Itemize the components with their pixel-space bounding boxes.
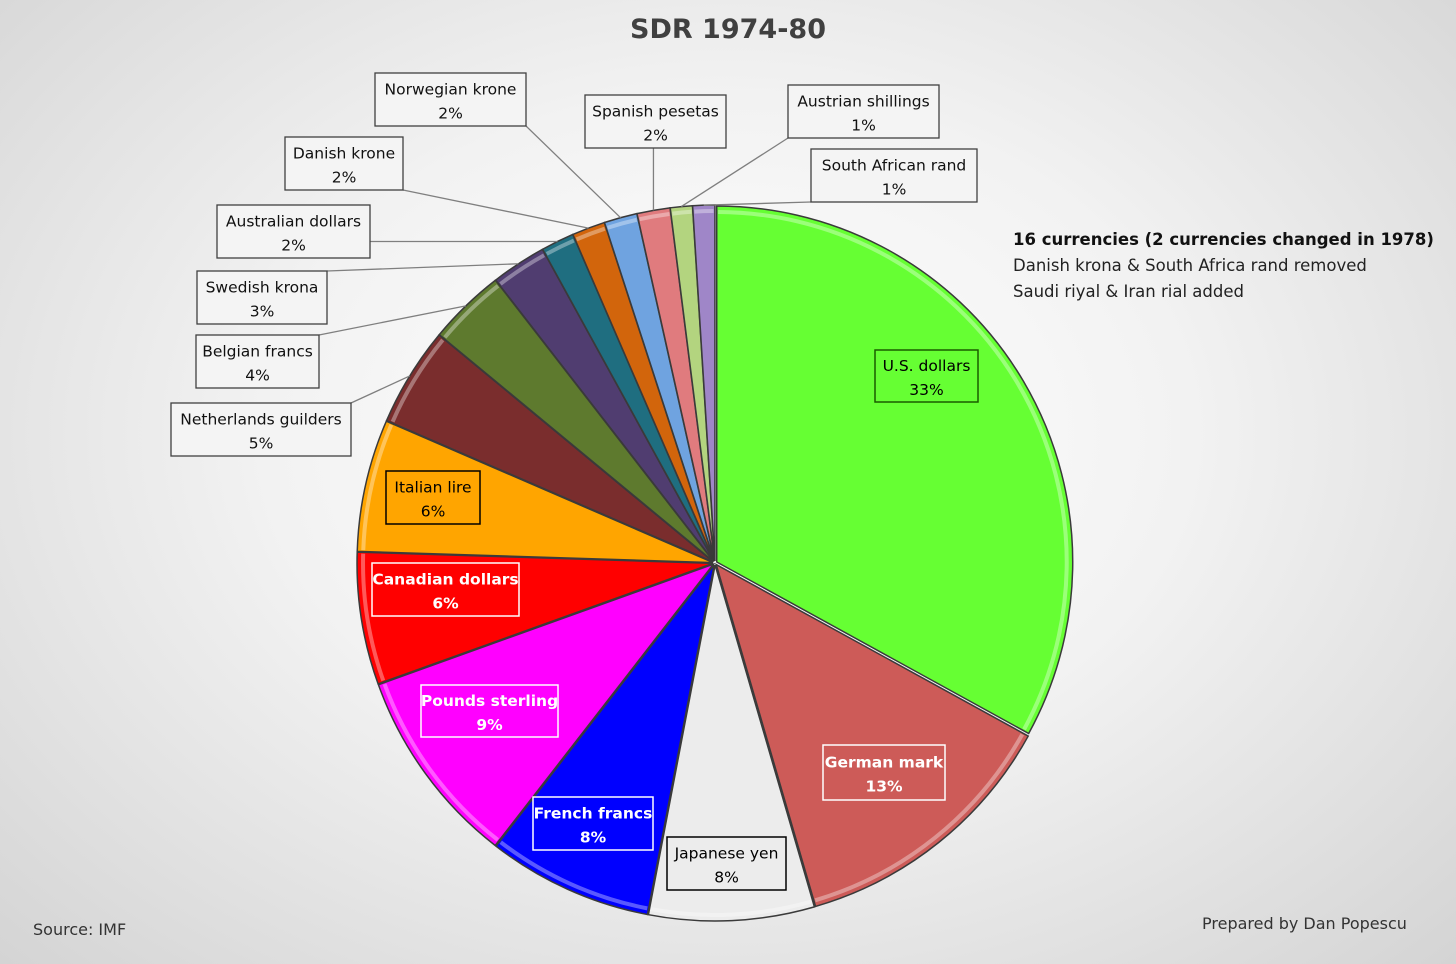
slice-bevel xyxy=(545,238,575,256)
data-label: Norwegian krone 2% xyxy=(374,72,527,127)
slice-bevel xyxy=(499,253,546,286)
data-label-box xyxy=(385,470,481,525)
data-label-box xyxy=(584,94,727,149)
data-label-display: 2% xyxy=(332,169,357,187)
data-label-display: 2% xyxy=(281,237,306,255)
slice-bevel xyxy=(382,683,499,842)
data-label-display: 3% xyxy=(250,303,275,321)
data-label-label: U.S. dollars xyxy=(883,357,971,375)
data-label-label: Australian dollars xyxy=(226,213,361,231)
data-label: South African rand 1% xyxy=(810,148,978,203)
data-label-label: Japanese yen xyxy=(674,845,779,863)
data-label-label: Norwegian krone xyxy=(385,81,517,99)
data-label-label: Austrian shillings xyxy=(797,93,929,111)
leader-line xyxy=(703,201,812,206)
pie-slice-italian-lire xyxy=(356,420,714,564)
data-label-display: 8% xyxy=(714,869,739,887)
leader-line xyxy=(680,137,789,208)
data-label-label: French francs xyxy=(534,805,653,823)
data-label-label: Netherlands guilders xyxy=(180,411,342,429)
data-label-box xyxy=(822,744,946,801)
data-label: U.S. dollars 33% xyxy=(874,349,979,403)
chart-title: SDR 1974-80 xyxy=(630,14,826,45)
slice-bevel xyxy=(814,733,1025,903)
data-label-display: 2% xyxy=(643,127,668,145)
data-label-display: 33% xyxy=(909,381,943,399)
data-label-label: Pounds sterling xyxy=(421,692,558,710)
data-label-display: 2% xyxy=(438,105,463,123)
data-label-box xyxy=(874,349,979,403)
data-label-box xyxy=(374,72,527,127)
data-label: Italian lire 6% xyxy=(385,470,481,525)
pie-slice-german-mark xyxy=(715,563,1030,908)
data-label-box xyxy=(284,136,404,191)
data-label: German mark 13% xyxy=(822,744,946,801)
data-label: Austrian shillings 1% xyxy=(787,84,940,139)
slice-bevel xyxy=(650,899,812,917)
data-label-label: Danish krone xyxy=(293,145,395,163)
data-label-label: Swedish krona xyxy=(206,279,319,297)
slice-bevel xyxy=(672,209,692,216)
credit-text: Prepared by Dan Popescu xyxy=(1202,914,1407,933)
data-label: Danish krone 2% xyxy=(284,136,404,191)
slice-bevel xyxy=(361,424,394,551)
data-label-box xyxy=(196,270,328,325)
data-label-box xyxy=(170,402,352,457)
leader-line xyxy=(350,375,411,404)
data-label: Belgian francs 4% xyxy=(195,334,320,389)
data-label: Spanish pesetas 2% xyxy=(584,94,727,149)
data-label-box xyxy=(371,562,520,617)
leader-line xyxy=(318,305,466,336)
pie-slice-japanese-yen xyxy=(647,564,816,922)
note-line: Danish krona & South Africa rand removed xyxy=(1013,256,1367,275)
data-label-display: 4% xyxy=(245,367,270,385)
data-label: Pounds sterling 9% xyxy=(420,684,559,738)
slice-bevel xyxy=(361,553,386,682)
data-label: Canadian dollars 6% xyxy=(371,562,520,617)
note-line: 16 currencies (2 currencies changed in 1… xyxy=(1013,230,1434,249)
slice-bevel xyxy=(718,209,1069,731)
slice-bevel xyxy=(443,284,500,339)
leader-line xyxy=(525,125,621,219)
data-label-display: 5% xyxy=(249,435,274,453)
data-label-label: Belgian francs xyxy=(202,343,313,361)
data-label: Australian dollars 2% xyxy=(216,204,371,259)
data-label-display: 6% xyxy=(421,503,446,521)
leader-line xyxy=(326,263,519,272)
data-label-box xyxy=(420,684,559,738)
data-label: Netherlands guilders 5% xyxy=(170,402,352,457)
data-label-display: 13% xyxy=(865,778,903,796)
data-label-display: 8% xyxy=(580,829,607,847)
slice-bevel xyxy=(575,226,606,242)
data-label: French francs 8% xyxy=(532,796,654,851)
data-label-box xyxy=(532,796,654,851)
slice-bevel xyxy=(694,209,714,214)
data-label-box xyxy=(810,148,978,203)
slice-bevel xyxy=(390,338,445,423)
data-label-label: Spanish pesetas xyxy=(592,103,719,121)
slice-bevel xyxy=(607,217,638,230)
data-label: Japanese yen 8% xyxy=(666,836,787,891)
note-line: Saudi riyal & Iran rial added xyxy=(1013,282,1244,301)
data-label-display: 9% xyxy=(476,716,503,734)
leader-line xyxy=(402,189,589,229)
annotation-note: 16 currencies (2 currencies changed in 1… xyxy=(1013,227,1434,305)
data-label-display: 6% xyxy=(432,595,459,613)
data-label: Swedish krona 3% xyxy=(196,270,328,325)
slice-bevel xyxy=(639,211,670,222)
data-label-label: South African rand xyxy=(822,157,966,175)
data-label-label: Canadian dollars xyxy=(372,571,518,589)
pie-slice-u-s-dollars xyxy=(715,205,1074,735)
data-label-display: 1% xyxy=(851,117,876,135)
data-label-label: Italian lire xyxy=(394,479,471,497)
slice-bevel xyxy=(499,840,648,911)
data-label-box xyxy=(216,204,371,259)
data-label-display: 1% xyxy=(882,181,907,199)
data-label-label: German mark xyxy=(825,754,944,772)
data-label-box xyxy=(195,334,320,389)
data-label-box xyxy=(787,84,940,139)
source-text: Source: IMF xyxy=(33,920,127,939)
data-label-box xyxy=(666,836,787,891)
